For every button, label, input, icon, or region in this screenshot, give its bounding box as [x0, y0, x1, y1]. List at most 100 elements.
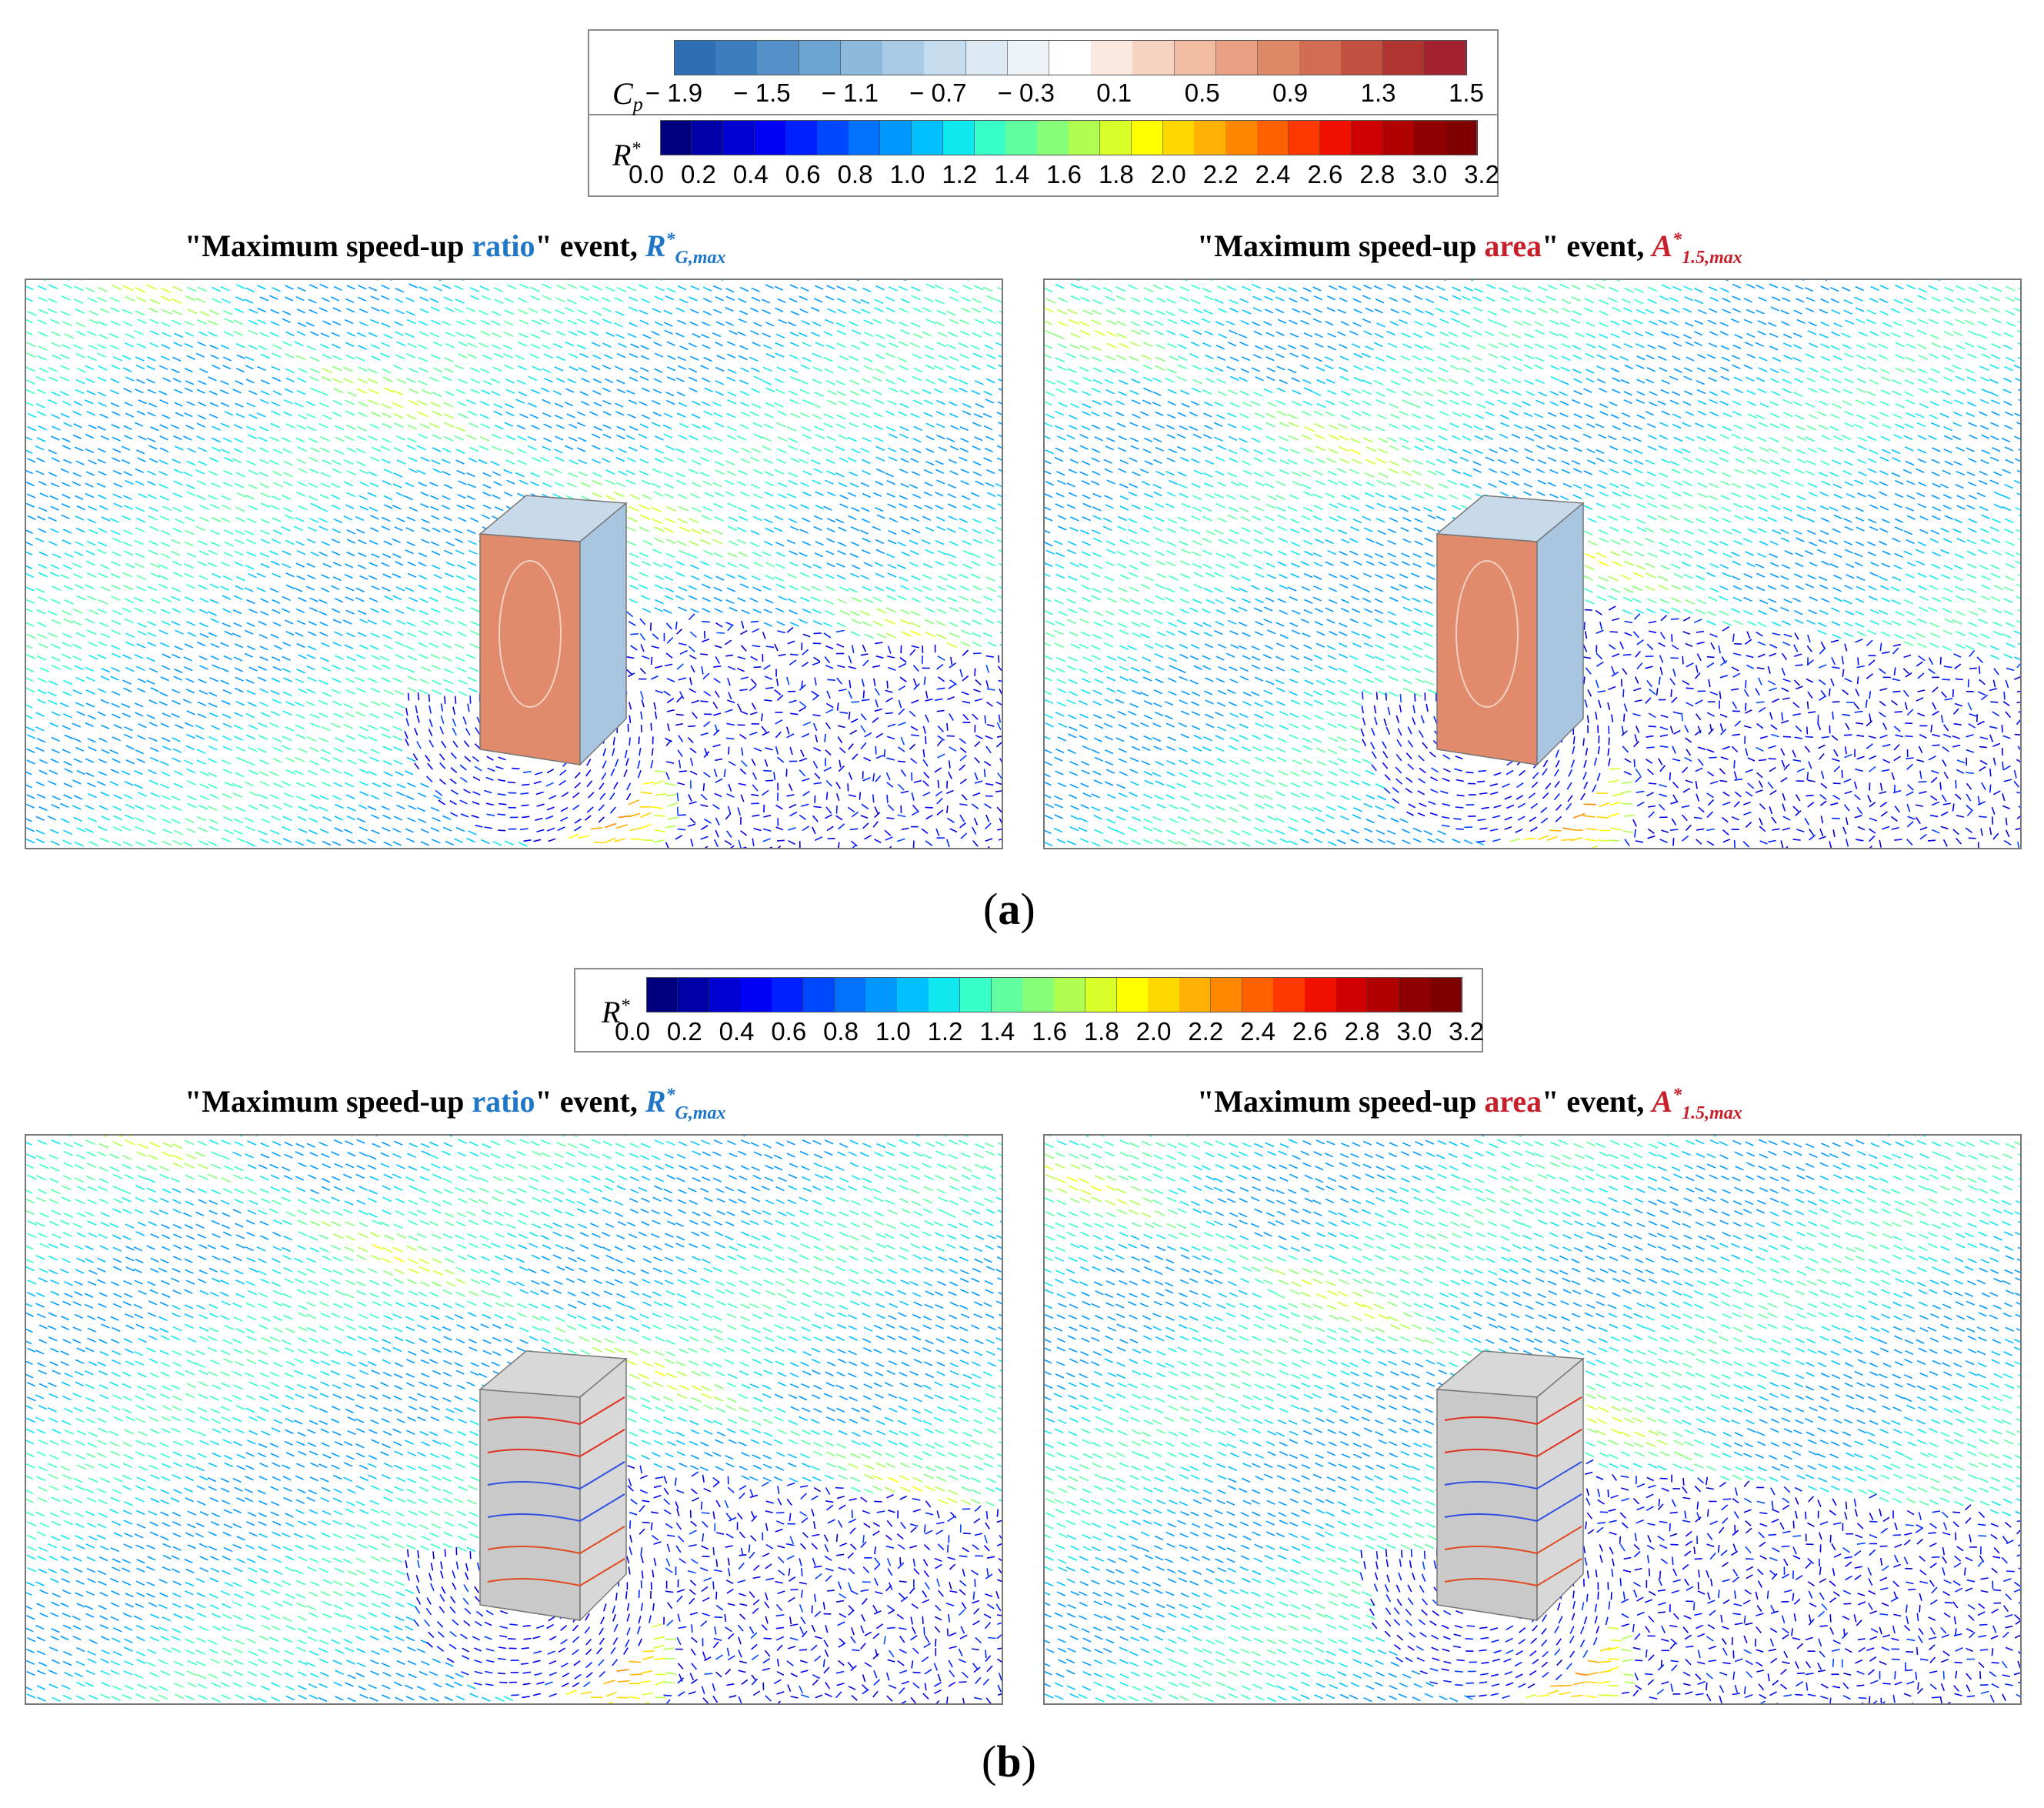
velocity-vector — [369, 712, 379, 719]
velocity-vector — [162, 505, 172, 512]
velocity-vector — [530, 481, 540, 487]
velocity-vector — [62, 482, 71, 487]
velocity-vector — [111, 666, 120, 672]
velocity-vector — [208, 390, 218, 395]
velocity-vector — [246, 425, 256, 432]
velocity-vector — [507, 284, 517, 290]
velocity-vector — [421, 526, 430, 532]
velocity-vector — [221, 837, 232, 843]
velocity-vector — [863, 562, 873, 567]
velocity-vector — [344, 644, 354, 649]
velocity-vector — [677, 518, 689, 524]
velocity-vector — [233, 622, 242, 628]
velocity-vector — [454, 538, 464, 543]
velocity-vector — [503, 492, 513, 497]
velocity-vector — [60, 574, 70, 579]
velocity-vector — [885, 712, 893, 715]
velocity-vector — [232, 782, 242, 789]
tick-label: 2.6 — [1307, 160, 1343, 188]
velocity-vector — [713, 596, 723, 602]
velocity-vector — [175, 724, 184, 729]
velocity-vector — [125, 562, 135, 569]
velocity-vector — [568, 436, 578, 442]
velocity-vector — [392, 735, 402, 741]
velocity-vector — [298, 806, 308, 812]
velocity-vector — [1756, 284, 1765, 290]
velocity-vector — [625, 758, 629, 766]
velocity-vector — [63, 459, 72, 464]
velocity-vector — [113, 815, 123, 821]
velocity-vector — [1352, 285, 1362, 291]
velocity-vector — [184, 320, 195, 326]
velocity-vector — [888, 456, 898, 462]
velocity-vector — [358, 552, 367, 558]
velocity-vector — [135, 364, 145, 370]
velocity-vector — [379, 655, 390, 662]
velocity-vector — [236, 492, 247, 498]
velocity-vector — [849, 679, 852, 689]
velocity-vector — [392, 841, 402, 846]
velocity-vector — [849, 729, 857, 735]
velocity-vector — [712, 285, 722, 291]
velocity-vector — [519, 319, 529, 325]
velocity-vector — [811, 402, 822, 409]
velocity-vector — [319, 656, 329, 662]
velocity-vector — [762, 828, 772, 832]
velocity-vector — [332, 664, 342, 670]
velocity-vector — [535, 791, 544, 796]
velocity-vector — [110, 595, 121, 601]
velocity-vector — [752, 838, 755, 847]
velocity-vector — [222, 792, 232, 799]
velocity-vector — [678, 677, 687, 681]
velocity-vector — [762, 731, 770, 736]
velocity-vector — [482, 492, 492, 497]
velocity-vector — [1339, 297, 1348, 302]
velocity-vector — [97, 425, 106, 431]
velocity-vector — [380, 445, 391, 452]
velocity-vector — [875, 699, 879, 708]
velocity-vector — [308, 284, 318, 289]
velocity-vector — [625, 792, 632, 801]
velocity-vector — [912, 367, 923, 373]
velocity-vector — [298, 654, 308, 659]
velocity-vector — [765, 527, 775, 533]
velocity-vector — [258, 829, 268, 836]
velocity-vector — [345, 735, 356, 740]
velocity-vector — [457, 494, 466, 499]
velocity-vector — [85, 805, 95, 810]
velocity-vector — [246, 622, 255, 627]
velocity-vector — [308, 829, 318, 835]
velocity-vector — [441, 740, 447, 749]
velocity-vector — [283, 460, 293, 466]
velocity-vector — [76, 711, 85, 716]
velocity-vector — [418, 653, 428, 659]
velocity-vector — [320, 482, 331, 489]
velocity-vector — [715, 778, 723, 783]
velocity-vector — [235, 412, 245, 419]
velocity-vector — [395, 791, 405, 796]
velocity-vector — [85, 676, 95, 682]
velocity-vector — [985, 469, 995, 475]
velocity-vector — [186, 401, 195, 406]
velocity-vector — [358, 826, 368, 832]
velocity-vector — [924, 296, 934, 302]
velocity-vector — [36, 655, 47, 661]
velocity-vector — [923, 772, 930, 779]
velocity-vector — [416, 807, 426, 812]
velocity-vector — [485, 802, 494, 806]
velocity-vector — [480, 423, 491, 429]
velocity-vector — [1105, 295, 1115, 302]
velocity-vector — [125, 479, 134, 485]
velocity-vector — [715, 575, 725, 581]
velocity-vector — [836, 298, 846, 303]
velocity-vector — [36, 699, 47, 704]
velocity-vector — [655, 599, 664, 605]
velocity-vector — [211, 572, 222, 579]
velocity-vector — [752, 609, 762, 614]
velocity-vector — [678, 735, 684, 742]
velocity-vector — [861, 378, 872, 384]
velocity-vector — [285, 584, 295, 589]
velocity-vector — [823, 766, 832, 772]
velocity-vector — [898, 722, 906, 726]
velocity-vector — [196, 495, 206, 501]
